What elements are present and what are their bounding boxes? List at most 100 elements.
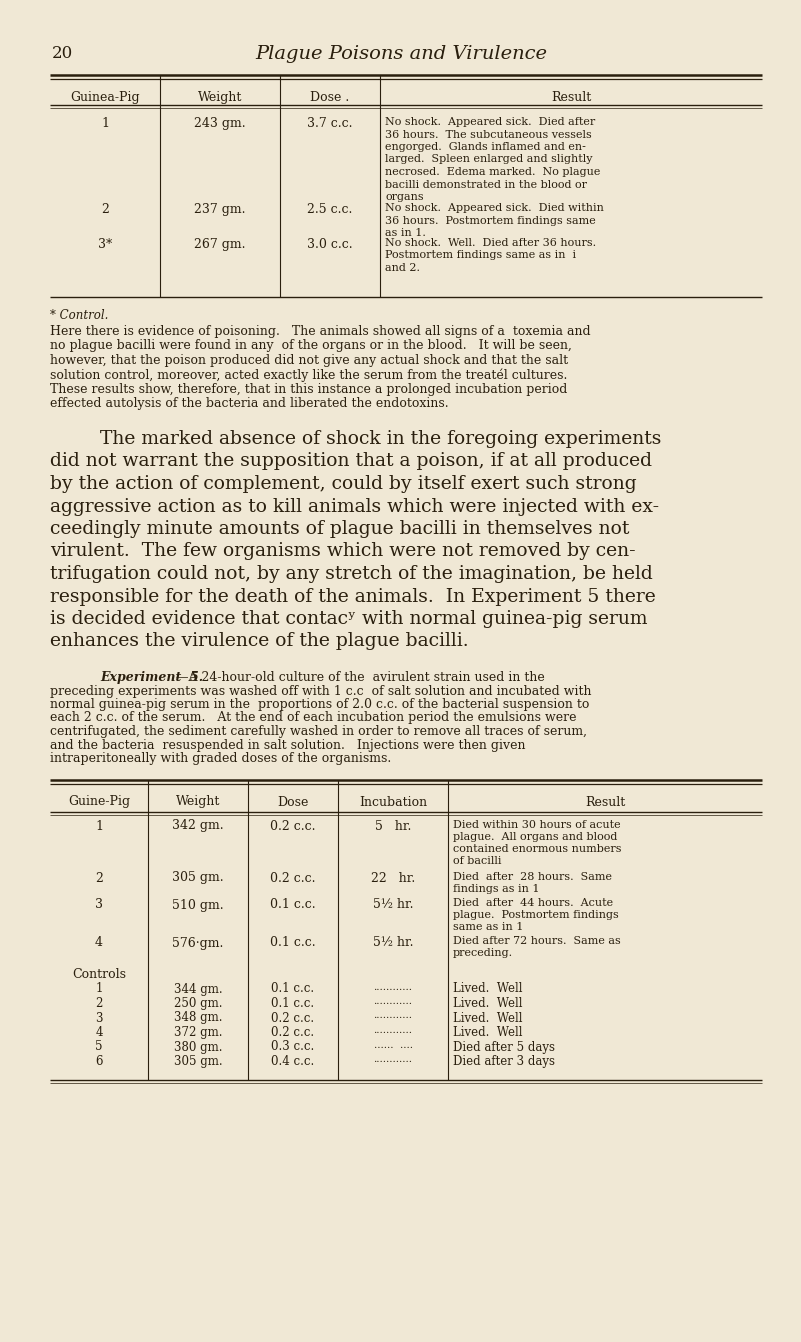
Text: no plague bacilli were found in any  of the organs or in the blood.   It will be: no plague bacilli were found in any of t… [50,340,572,353]
Text: 0.1 c.c.: 0.1 c.c. [272,997,315,1011]
Text: The marked absence of shock in the foregoing experiments: The marked absence of shock in the foreg… [100,429,662,448]
Text: 3: 3 [95,899,103,911]
Text: These results show, therefore, that in this instance a prolonged incubation peri: These results show, therefore, that in t… [50,382,567,396]
Text: 1: 1 [101,117,109,130]
Text: Weight: Weight [198,91,242,103]
Text: however, that the poison produced did not give any actual shock and that the sal: however, that the poison produced did no… [50,354,568,366]
Text: plague.  Postmortem findings: plague. Postmortem findings [453,910,618,921]
Text: Died after 3 days: Died after 3 days [453,1055,555,1068]
Text: Guine-Pig: Guine-Pig [68,796,130,808]
Text: 22   hr.: 22 hr. [371,871,415,884]
Text: 2: 2 [95,871,103,884]
Text: 6: 6 [95,1055,103,1068]
Text: 2.5 c.c.: 2.5 c.c. [308,203,352,216]
Text: Postmortem findings same as in  i: Postmortem findings same as in i [385,251,576,260]
Text: 0.2 c.c.: 0.2 c.c. [270,820,316,832]
Text: No shock.  Appeared sick.  Died within: No shock. Appeared sick. Died within [385,203,604,213]
Text: ............: ............ [373,1055,413,1064]
Text: normal guinea-pig serum in the  proportions of 2.0 c.c. of the bacterial suspens: normal guinea-pig serum in the proportio… [50,698,590,711]
Text: 305 gm.: 305 gm. [174,1055,223,1068]
Text: Died after 5 days: Died after 5 days [453,1040,555,1053]
Text: 576·gm.: 576·gm. [172,937,223,950]
Text: * Control.: * Control. [50,309,108,322]
Text: 4: 4 [95,937,103,950]
Text: findings as in 1: findings as in 1 [453,883,540,894]
Text: by the action of complement, could by itself exert such strong: by the action of complement, could by it… [50,475,637,493]
Text: virulent.  The few organisms which were not removed by cen-: virulent. The few organisms which were n… [50,542,636,561]
Text: ............: ............ [373,1012,413,1020]
Text: Experiment  5.: Experiment 5. [100,671,203,684]
Text: 380 gm.: 380 gm. [174,1040,222,1053]
Text: Died within 30 hours of acute: Died within 30 hours of acute [453,820,621,829]
Text: Result: Result [551,91,591,103]
Text: ......  ....: ...... .... [373,1040,413,1049]
Text: 3.7 c.c.: 3.7 c.c. [308,117,352,130]
Text: Result: Result [585,796,625,808]
Text: larged.  Spleen enlarged and slightly: larged. Spleen enlarged and slightly [385,154,593,165]
Text: ............: ............ [373,982,413,992]
Text: Died after 72 hours.  Same as: Died after 72 hours. Same as [453,937,621,946]
Text: plague.  All organs and blood: plague. All organs and blood [453,832,618,841]
Text: centrifugated, the sediment carefully washed in order to remove all traces of se: centrifugated, the sediment carefully wa… [50,725,587,738]
Text: 0.1 c.c.: 0.1 c.c. [270,937,316,950]
Text: Dose: Dose [277,796,308,808]
Text: 5½ hr.: 5½ hr. [372,899,413,911]
Text: each 2 c.c. of the serum.   At the end of each incubation period the emulsions w: each 2 c.c. of the serum. At the end of … [50,711,577,725]
Text: 342 gm.: 342 gm. [172,820,223,832]
Text: preceding experiments was washed off with 1 c.c  of salt solution and incubated : preceding experiments was washed off wit… [50,684,591,698]
Text: 237 gm.: 237 gm. [195,203,246,216]
Text: enhances the virulence of the plague bacilli.: enhances the virulence of the plague bac… [50,632,469,651]
Text: 0.1 c.c.: 0.1 c.c. [270,899,316,911]
Text: 36 hours.  Postmortem findings same: 36 hours. Postmortem findings same [385,216,596,225]
Text: ceedingly minute amounts of plague bacilli in themselves not: ceedingly minute amounts of plague bacil… [50,519,630,538]
Text: 0.3 c.c.: 0.3 c.c. [272,1040,315,1053]
Text: Weight: Weight [175,796,220,808]
Text: necrosed.  Edema marked.  No plague: necrosed. Edema marked. No plague [385,166,601,177]
Text: 5: 5 [95,1040,103,1053]
Text: 267 gm.: 267 gm. [195,238,246,251]
Text: and 2.: and 2. [385,263,420,272]
Text: ............: ............ [373,997,413,1006]
Text: No shock.  Well.  Died after 36 hours.: No shock. Well. Died after 36 hours. [385,238,596,248]
Text: Lived.  Well: Lived. Well [453,982,522,996]
Text: 5   hr.: 5 hr. [375,820,411,832]
Text: 2: 2 [95,997,103,1011]
Text: 0.1 c.c.: 0.1 c.c. [272,982,315,996]
Text: did not warrant the supposition that a poison, if at all produced: did not warrant the supposition that a p… [50,452,652,471]
Text: 305 gm.: 305 gm. [172,871,223,884]
Text: intraperitoneally with graded doses of the organisms.: intraperitoneally with graded doses of t… [50,752,391,765]
Text: Incubation: Incubation [359,796,427,808]
Text: and the bacteria  resuspended in salt solution.   Injections were then given: and the bacteria resuspended in salt sol… [50,738,525,752]
Text: Here there is evidence of poisoning.   The animals showed all signs of a  toxemi: Here there is evidence of poisoning. The… [50,325,590,338]
Text: No shock.  Appeared sick.  Died after: No shock. Appeared sick. Died after [385,117,595,127]
Text: 3.0 c.c.: 3.0 c.c. [308,238,352,251]
Text: is decided evidence that contacʸ with normal guinea-pig serum: is decided evidence that contacʸ with no… [50,611,647,628]
Text: Lived.  Well: Lived. Well [453,1012,522,1024]
Text: bacilli demonstrated in the blood or: bacilli demonstrated in the blood or [385,180,587,189]
Text: responsible for the death of the animals.  In Experiment 5 there: responsible for the death of the animals… [50,588,656,605]
Text: aggressive action as to kill animals which were injected with ex-: aggressive action as to kill animals whi… [50,498,659,515]
Text: 1: 1 [95,982,103,996]
Text: solution control, moreover, acted exactly like the serum from the treatél cultu: solution control, moreover, acted exactl… [50,369,567,382]
Text: same as in 1: same as in 1 [453,922,523,933]
Text: 510 gm.: 510 gm. [172,899,223,911]
Text: effected autolysis of the bacteria and liberated the endotoxins.: effected autolysis of the bacteria and l… [50,397,449,411]
Text: of bacilli: of bacilli [453,855,501,866]
Text: contained enormous numbers: contained enormous numbers [453,844,622,854]
Text: Died  after  28 hours.  Same: Died after 28 hours. Same [453,871,612,882]
Text: 20: 20 [52,46,73,62]
Text: Controls: Controls [72,969,126,981]
Text: 36 hours.  The subcutaneous vessels: 36 hours. The subcutaneous vessels [385,129,592,140]
Text: 0.2 c.c.: 0.2 c.c. [272,1027,315,1039]
Text: —A 24-hour-old culture of the  avirulent strain used in the: —A 24-hour-old culture of the avirulent … [176,671,545,684]
Text: Lived.  Well: Lived. Well [453,1027,522,1039]
Text: Died  after  44 hours.  Acute: Died after 44 hours. Acute [453,899,613,909]
Text: 344 gm.: 344 gm. [174,982,223,996]
Text: 250 gm.: 250 gm. [174,997,222,1011]
Text: engorged.  Glands inflamed and en-: engorged. Glands inflamed and en- [385,142,586,152]
Text: Dose .: Dose . [310,91,349,103]
Text: as in 1.: as in 1. [385,228,426,238]
Text: 348 gm.: 348 gm. [174,1012,222,1024]
Text: 1: 1 [95,820,103,832]
Text: organs: organs [385,192,424,203]
